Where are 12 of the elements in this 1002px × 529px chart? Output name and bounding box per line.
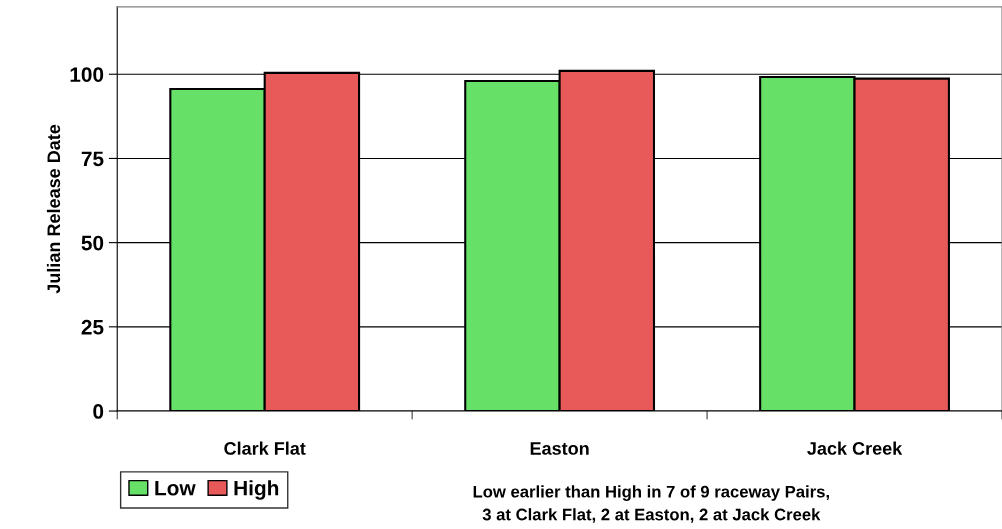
legend-label: High [234, 480, 279, 500]
y-tick-label: 50 [81, 235, 104, 251]
y-tick-label: 75 [81, 151, 104, 167]
x-tick-label: Clark Flat [224, 441, 306, 455]
legend-label: Low [155, 480, 196, 496]
y-tick-label: 100 [70, 67, 104, 82]
y-tick-label: 25 [81, 319, 104, 335]
y-tick-label: 0 [93, 404, 104, 419]
y-axis-title: Julian Release Date [46, 124, 61, 294]
x-tick-label: Jack Creek [807, 441, 903, 455]
x-tick-label: Easton [530, 442, 589, 455]
text: Low earlier than High in 7 of 9 raceway Pairs, 3 at Clark Flat, 2 at Easton, 2 at Jack Creek [473, 485, 829, 523]
